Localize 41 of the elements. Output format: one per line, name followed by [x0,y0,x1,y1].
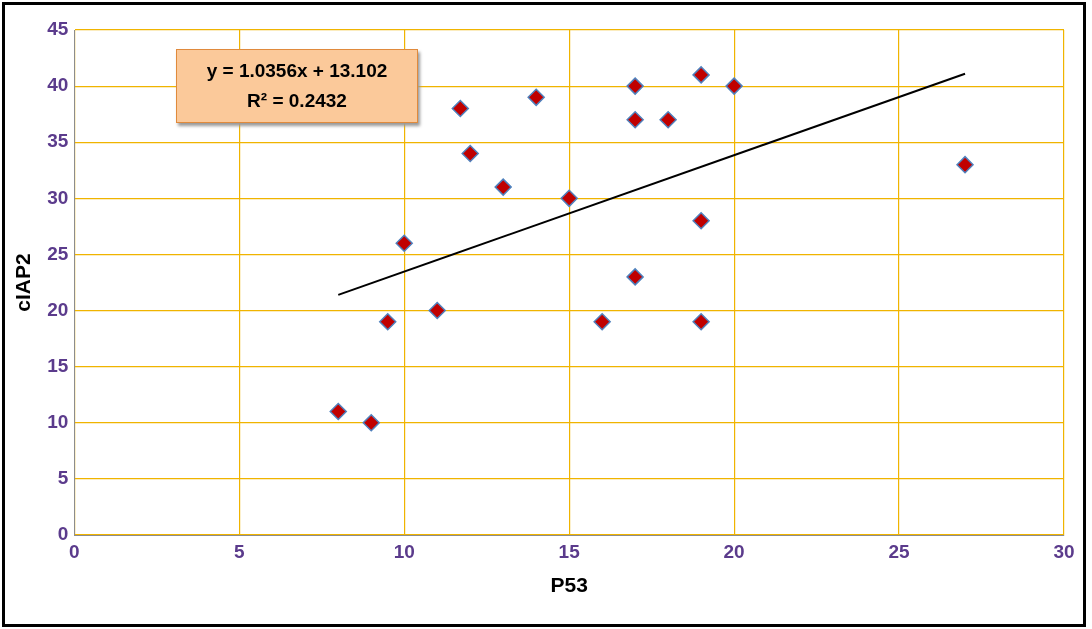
x-tick-label: 25 [888,540,911,562]
x-tick-label: 15 [558,540,581,562]
point [956,155,974,174]
y-tick-label: 45 [47,18,69,40]
point [461,144,479,163]
point [692,212,710,230]
y-tick-label: 0 [57,523,69,545]
y-tick-label: 40 [47,74,69,96]
point [527,88,545,107]
point [329,402,347,421]
point [593,313,611,331]
x-tick-label: 30 [1053,540,1075,562]
point [494,178,512,196]
point [626,111,644,129]
point [626,77,644,95]
y-tick-label: 35 [47,130,69,152]
point [451,99,470,118]
x-axis-title: P53 [550,573,588,597]
x-tick-label: 5 [233,540,245,562]
y-tick-label: 15 [47,354,69,376]
x-tick-label: 20 [723,540,745,562]
point [362,414,380,432]
point [692,66,710,84]
point [395,234,413,252]
point [725,77,743,95]
y-axis-title: cIAP2 [11,253,35,312]
point [378,313,397,331]
point [659,111,677,129]
y-tick-label: 25 [47,242,69,264]
equation-box: y = 1.0356x + 13.102 R² = 0.2432 [176,49,418,123]
point [560,189,578,208]
annotation: y = 1.0356x + 13.102 [205,59,389,83]
point [428,301,446,320]
y-tick-label: 30 [47,186,69,208]
point [626,268,644,286]
x-tick-label: 10 [393,540,415,562]
y-tick-label: 20 [47,298,69,320]
y-tick-label: 10 [47,411,69,433]
y-tick-label: 5 [57,467,69,489]
point [692,313,710,331]
annotation: R² = 0.2432 [246,89,348,113]
